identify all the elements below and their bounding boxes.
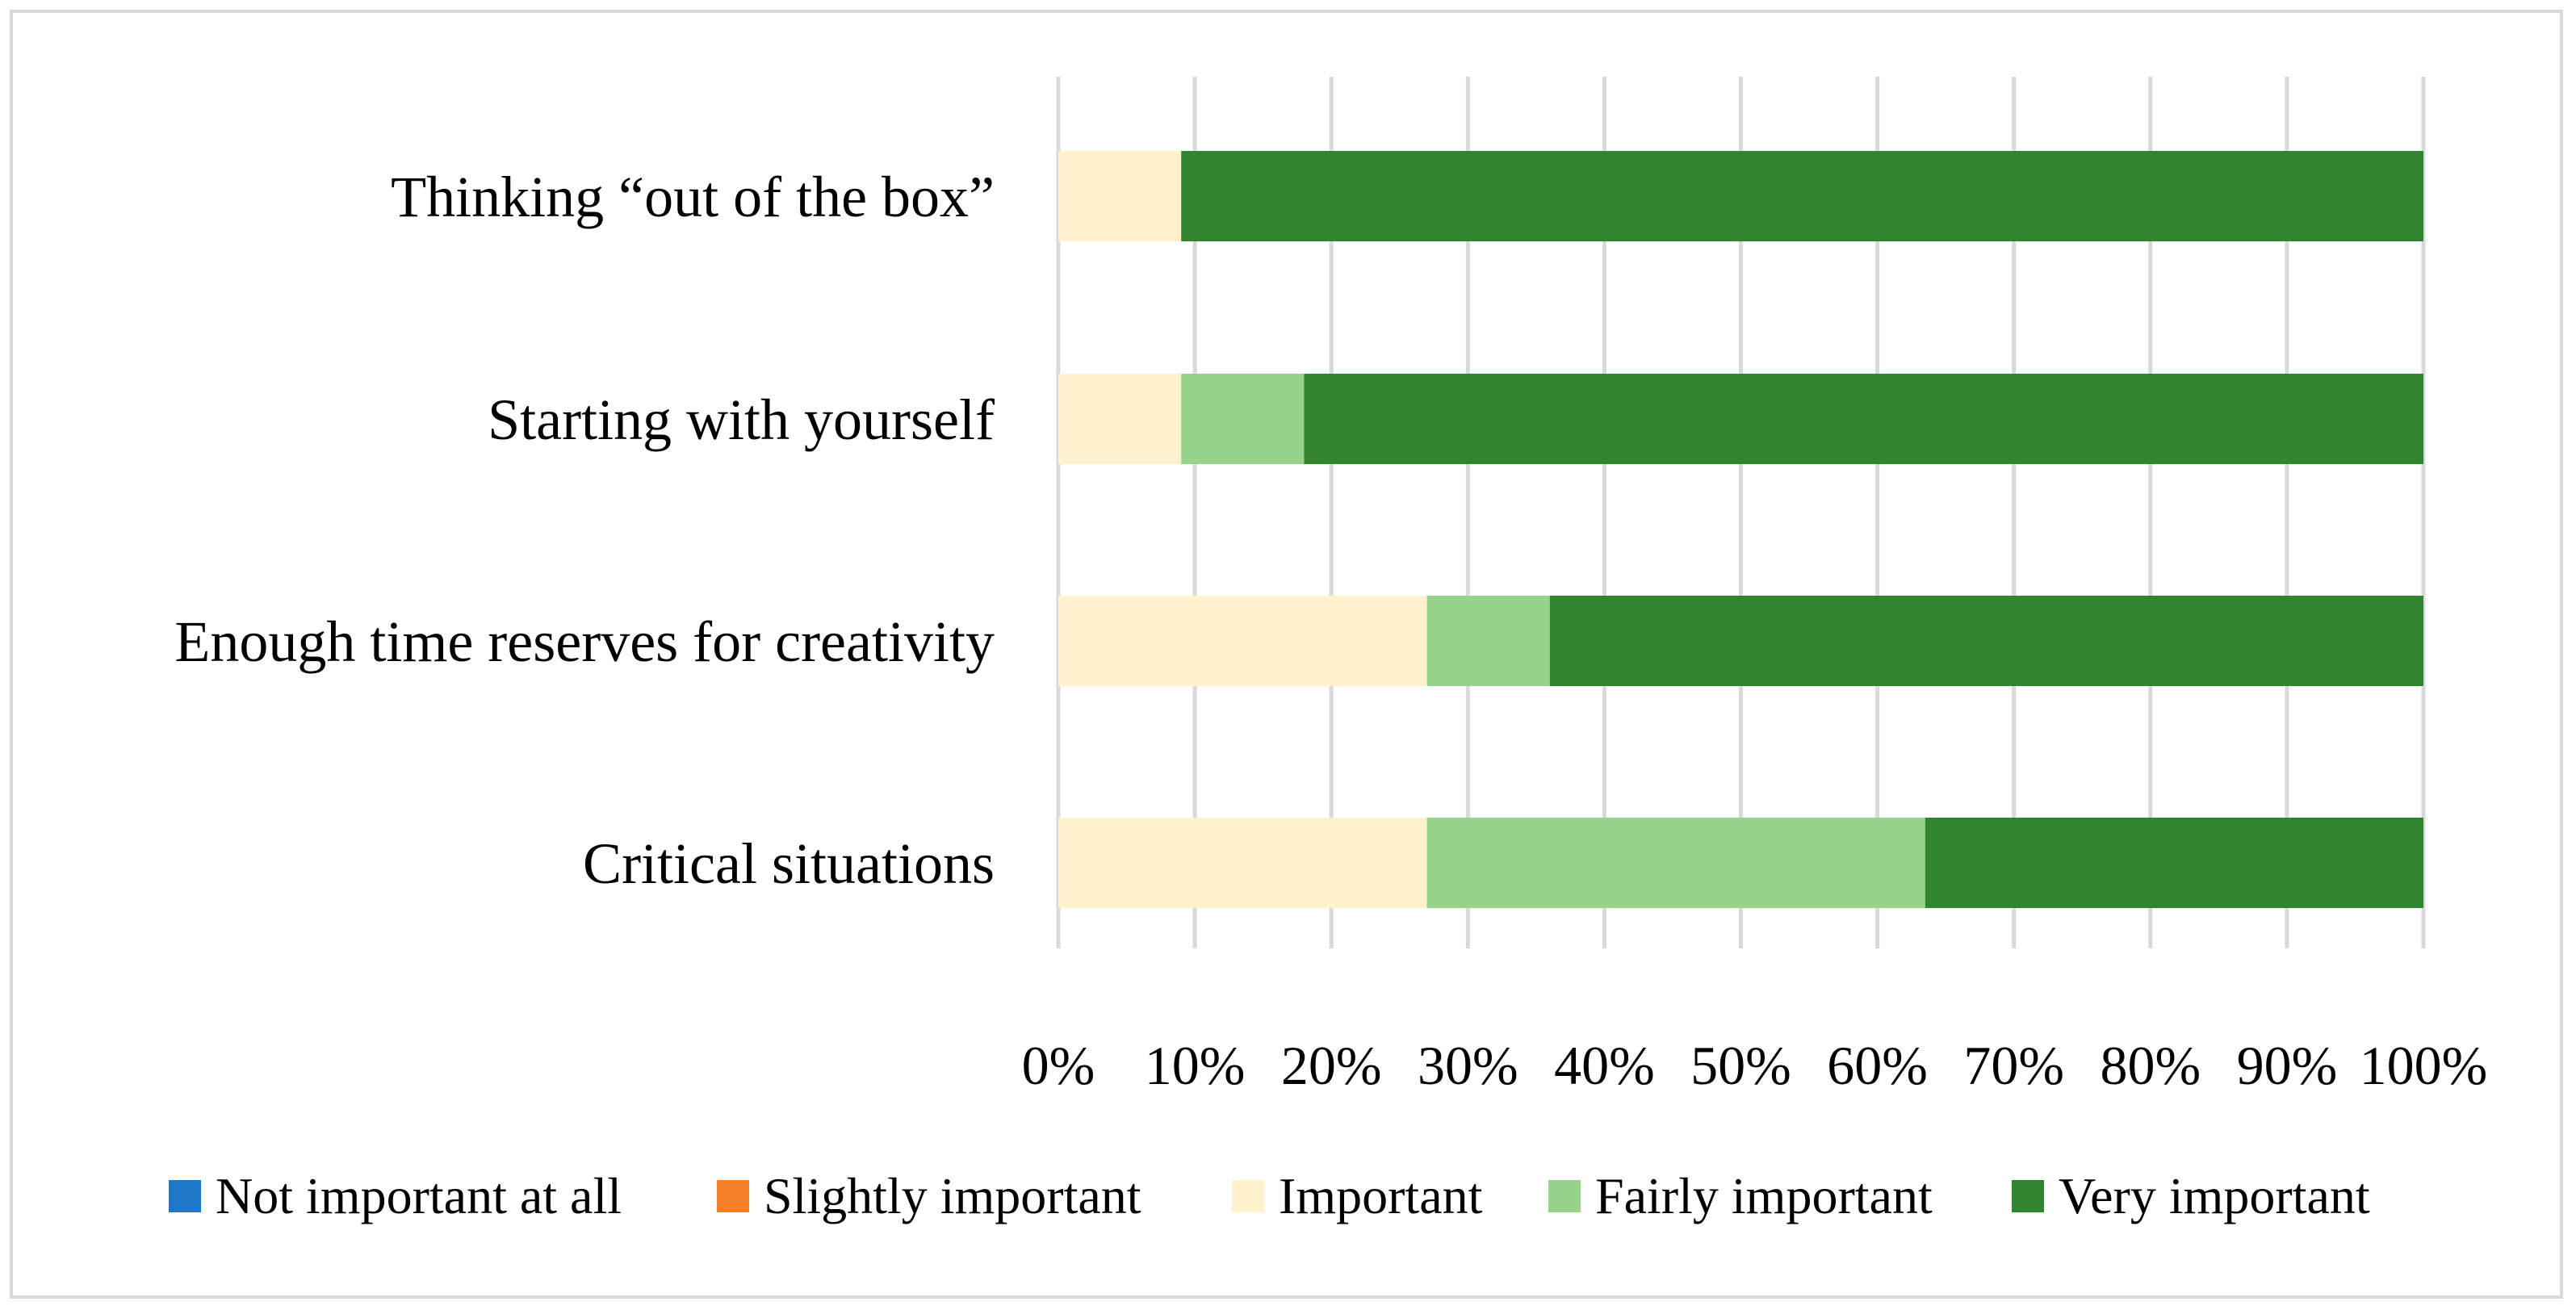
legend-label: Fairly important xyxy=(1595,1167,1933,1224)
legend-label: Not important at all xyxy=(216,1167,622,1224)
legend-swatch xyxy=(1232,1180,1264,1212)
bar-segment xyxy=(1058,818,1427,908)
bar-segment xyxy=(1304,374,2423,464)
bar-segment xyxy=(1058,596,1427,686)
category-labels: Thinking “out of the box” Starting with y… xyxy=(174,165,995,896)
x-tick-label: 40% xyxy=(1554,1035,1655,1096)
bar-segment xyxy=(1058,151,1182,241)
category-label: Enough time reserves for creativity xyxy=(174,609,995,674)
legend-swatch xyxy=(2012,1180,2044,1212)
legend-swatch xyxy=(717,1180,749,1212)
bar-segment xyxy=(1181,151,2423,241)
legend-label: Slightly important xyxy=(764,1167,1141,1224)
bars xyxy=(1058,151,2423,908)
x-tick-label: 90% xyxy=(2237,1035,2338,1096)
x-tick-label: 70% xyxy=(1963,1035,2064,1096)
legend-label: Important xyxy=(1279,1167,1483,1224)
legend: Not important at all Slightly important Im… xyxy=(169,1167,2370,1224)
bar-segment xyxy=(1181,374,1305,464)
legend-swatch xyxy=(1548,1180,1581,1212)
x-tick-label: 20% xyxy=(1281,1035,1382,1096)
x-tick-label: 0% xyxy=(1022,1035,1095,1096)
bar-segment xyxy=(1426,596,1550,686)
x-tick-label: 100% xyxy=(2360,1035,2488,1096)
x-axis-ticks: 0% 10% 20% 30% 40% 50% 60% 70% 80% 90% 100% xyxy=(1022,1035,2488,1096)
category-label: Starting with yourself xyxy=(488,387,995,452)
x-tick-label: 60% xyxy=(1827,1035,1928,1096)
bar-segment xyxy=(1925,818,2423,908)
bar-segment xyxy=(1058,374,1182,464)
category-label: Critical situations xyxy=(583,831,995,896)
x-tick-label: 30% xyxy=(1418,1035,1518,1096)
x-tick-label: 10% xyxy=(1145,1035,1246,1096)
bar-segment xyxy=(1549,596,2423,686)
x-tick-label: 50% xyxy=(1690,1035,1791,1096)
bar-segment xyxy=(1426,818,1925,908)
category-label: Thinking “out of the box” xyxy=(391,165,995,229)
legend-label: Very important xyxy=(2059,1167,2370,1224)
x-tick-label: 80% xyxy=(2100,1035,2201,1096)
legend-swatch xyxy=(169,1180,201,1212)
